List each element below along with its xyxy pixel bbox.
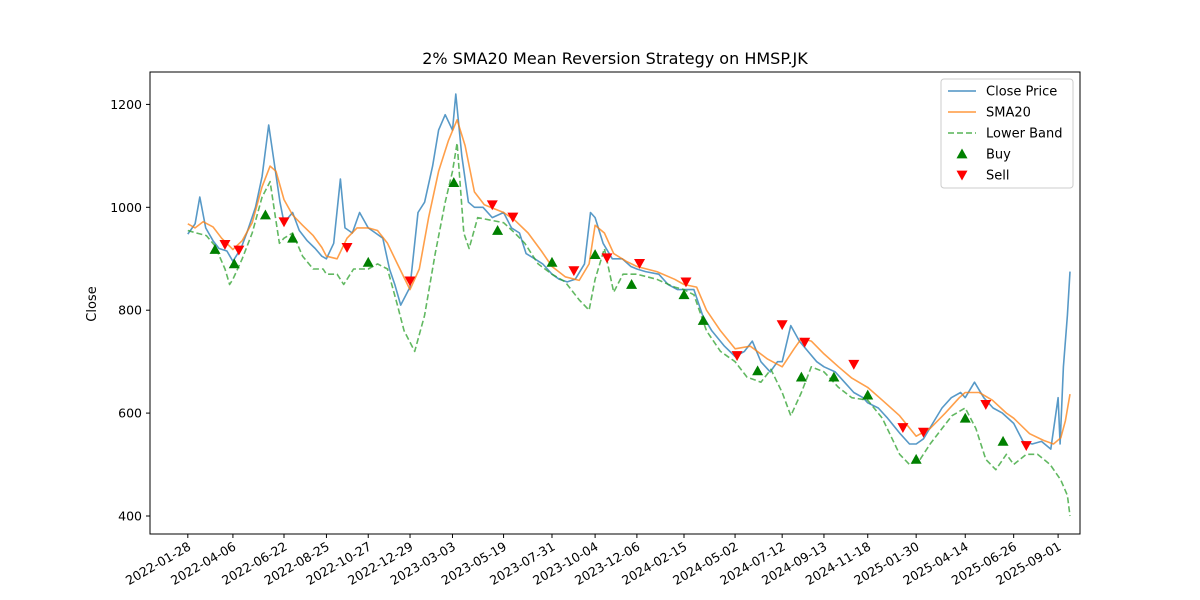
buy-marker xyxy=(910,453,922,464)
legend-close-price-label: Close Price xyxy=(986,85,1057,100)
sell-marker xyxy=(486,200,498,211)
y-tick-label: 400 xyxy=(118,508,142,523)
sell-marker xyxy=(568,266,580,277)
legend-buy-label: Buy xyxy=(986,148,1011,163)
sell-marker xyxy=(897,423,909,434)
close-price-line xyxy=(187,93,1071,450)
buy-marker xyxy=(209,243,221,254)
sell-marker xyxy=(404,276,416,287)
x-axis: 2022-01-282022-04-062022-06-222022-08-25… xyxy=(123,534,1064,588)
sell-marker xyxy=(507,212,519,223)
lower-band-line xyxy=(187,142,1071,517)
y-axis: 400 600 800 1000 1200 xyxy=(110,97,150,523)
sell-marker xyxy=(731,351,743,361)
buy-marker xyxy=(862,389,874,400)
legend-buy-swatch xyxy=(956,148,968,159)
sell-marker xyxy=(219,239,231,250)
buy-marker xyxy=(492,224,504,235)
buy-marker xyxy=(626,278,638,289)
buy-marker xyxy=(997,435,1009,446)
buy-marker xyxy=(546,256,558,267)
legend-sma20-label: SMA20 xyxy=(986,106,1031,121)
buy-marker xyxy=(795,371,807,382)
sell-marker xyxy=(848,359,860,370)
buy-marker xyxy=(362,256,374,267)
buy-marker xyxy=(752,365,764,376)
y-axis-label: Close xyxy=(85,286,100,321)
sell-marker xyxy=(799,337,811,348)
sell-marker xyxy=(680,277,692,288)
legend-sell-label: Sell xyxy=(986,169,1009,184)
sell-marker xyxy=(980,399,992,410)
plot-area xyxy=(187,93,1071,517)
chart-title: 2% SMA20 Mean Reversion Strategy on HMSP… xyxy=(422,49,808,68)
y-tick-label: 800 xyxy=(118,303,142,318)
sell-marker xyxy=(233,245,245,256)
legend-box xyxy=(940,78,1074,189)
legend: Close Price SMA20 Lower Band Buy Sell xyxy=(940,78,1074,189)
buy-marker xyxy=(678,289,690,300)
buy-marker xyxy=(287,232,299,243)
sell-marker xyxy=(776,320,788,331)
y-tick-label: 1200 xyxy=(110,97,142,112)
legend-sell-swatch xyxy=(956,170,968,181)
buy-marker xyxy=(259,209,271,220)
sell-marker xyxy=(278,217,290,228)
sma20-line xyxy=(187,119,1071,445)
legend-lower-band-label: Lower Band xyxy=(986,127,1062,142)
sell-marker xyxy=(1020,441,1032,452)
sell-marker xyxy=(917,427,929,438)
sell-marker xyxy=(601,253,613,264)
sell-marker xyxy=(634,258,646,269)
y-tick-label: 600 xyxy=(118,406,142,421)
buy-marker xyxy=(697,314,709,325)
buy-marker xyxy=(828,371,840,382)
buy-marker xyxy=(448,177,460,188)
axes-frame xyxy=(149,71,1081,535)
buy-marker xyxy=(589,249,601,260)
sell-marker xyxy=(341,243,353,253)
buy-marker xyxy=(959,412,971,423)
buy-marker xyxy=(228,258,240,269)
y-tick-label: 1000 xyxy=(110,200,142,215)
